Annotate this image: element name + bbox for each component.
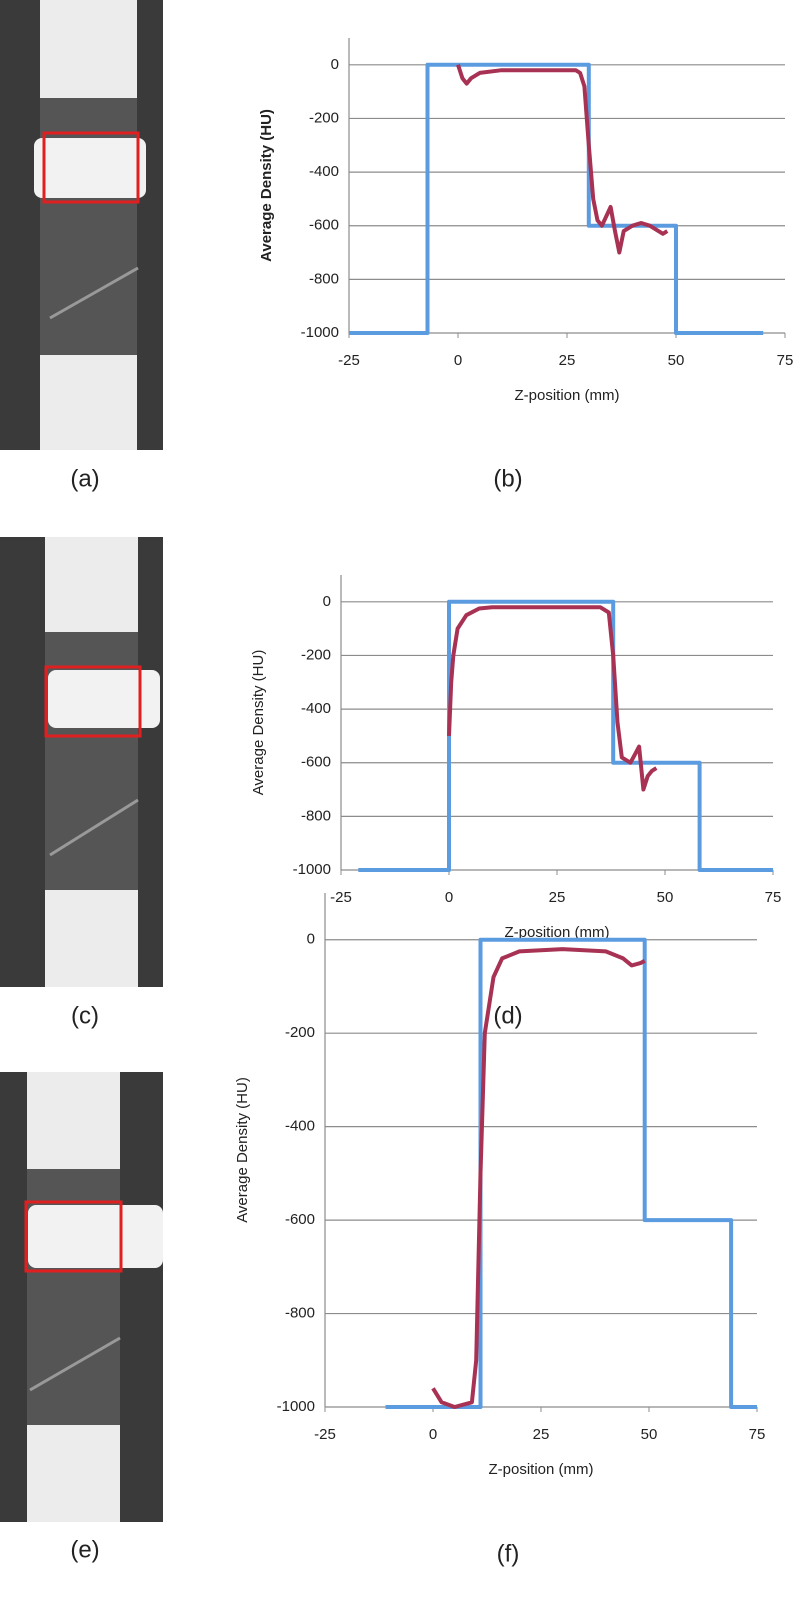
panel-label: (b) bbox=[493, 465, 522, 492]
x-axis-title: Z-position (mm) bbox=[488, 1461, 593, 1478]
y-tick-label: -200 bbox=[309, 109, 339, 126]
panel-label: (f) bbox=[497, 1540, 520, 1567]
x-tick-label: 50 bbox=[668, 352, 685, 369]
chart: -1000 -800 -600 -400 -200 0 -25 0 25 50 75 Z-positi… bbox=[250, 575, 781, 941]
x-tick-label: 75 bbox=[765, 889, 782, 906]
x-tick-label: 0 bbox=[445, 889, 453, 906]
data-line bbox=[385, 937, 757, 1409]
y-tick-label: -600 bbox=[285, 1211, 315, 1228]
x-axis-title: Z-position (mm) bbox=[504, 924, 609, 941]
y-axis-title: Average Density (HU) bbox=[258, 109, 275, 262]
y-tick-label: 0 bbox=[331, 56, 339, 73]
data-line bbox=[447, 605, 658, 792]
y-tick-label: -1000 bbox=[301, 324, 339, 341]
x-tick-label: 0 bbox=[429, 1426, 437, 1443]
y-tick-label: -600 bbox=[301, 754, 331, 771]
x-tick-label: 50 bbox=[641, 1426, 658, 1443]
panel-label: (e) bbox=[70, 1536, 99, 1563]
y-tick-label: -200 bbox=[285, 1024, 315, 1041]
y-tick-label: -800 bbox=[309, 270, 339, 287]
y-tick-label: -200 bbox=[301, 646, 331, 663]
x-tick-label: 25 bbox=[533, 1426, 550, 1443]
data-line bbox=[456, 64, 669, 255]
ct-image bbox=[0, 1072, 163, 1522]
chart: -1000 -800 -600 -400 -200 0 -25 0 25 50 75 Z-positi… bbox=[258, 38, 793, 404]
ct-image bbox=[0, 537, 163, 987]
x-tick-label: -25 bbox=[338, 352, 360, 369]
data-line bbox=[431, 947, 646, 1409]
data-line bbox=[349, 62, 764, 335]
panel-label: (a) bbox=[70, 465, 99, 492]
panel-label: (c) bbox=[71, 1002, 99, 1029]
y-tick-label: -800 bbox=[301, 807, 331, 824]
y-axis-title: Average Density (HU) bbox=[234, 1077, 251, 1223]
y-axis-title: Average Density (HU) bbox=[250, 650, 267, 796]
x-tick-label: 50 bbox=[657, 889, 674, 906]
x-tick-label: 0 bbox=[454, 352, 462, 369]
x-tick-label: 25 bbox=[559, 352, 576, 369]
y-tick-label: -800 bbox=[285, 1305, 315, 1322]
panel-label: (d) bbox=[493, 1002, 522, 1029]
y-tick-label: -600 bbox=[309, 217, 339, 234]
y-tick-label: 0 bbox=[307, 931, 315, 948]
x-tick-label: 75 bbox=[749, 1426, 766, 1443]
x-axis-title: Z-position (mm) bbox=[514, 387, 619, 404]
x-tick-label: -25 bbox=[314, 1426, 336, 1443]
chart: -1000 -800 -600 -400 -200 0 -25 0 25 50 75 Z-positi… bbox=[234, 893, 765, 1478]
x-tick-label: -25 bbox=[330, 889, 352, 906]
y-tick-label: -400 bbox=[301, 700, 331, 717]
y-tick-label: -400 bbox=[285, 1118, 315, 1135]
y-tick-label: -400 bbox=[309, 163, 339, 180]
data-line bbox=[358, 599, 773, 872]
x-tick-label: 25 bbox=[549, 889, 566, 906]
y-tick-label: 0 bbox=[323, 593, 331, 610]
ct-image bbox=[0, 0, 163, 450]
y-tick-label: -1000 bbox=[293, 861, 331, 878]
x-tick-label: 75 bbox=[777, 352, 794, 369]
y-tick-label: -1000 bbox=[277, 1398, 315, 1415]
